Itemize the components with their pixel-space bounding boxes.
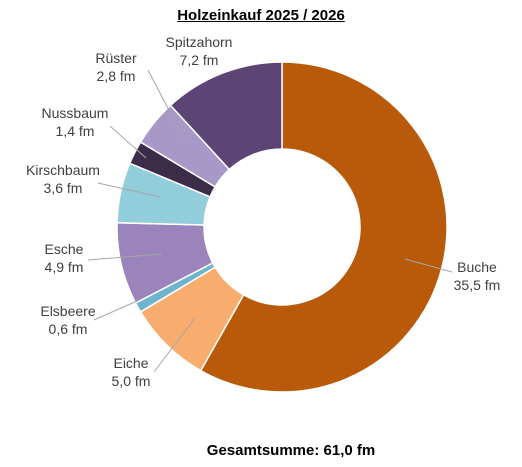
leader-line-nussbaum [109,125,147,159]
leader-line-buche [404,258,453,273]
slice-label-spitzahorn: Spitzahorn [166,34,233,50]
slice-value-eiche: 5,0 fm [112,373,151,389]
slice-label-esche: Esche [45,241,84,257]
slice-value-spitzahorn: 7,2 fm [180,52,219,68]
slice-value-nussbaum: 1,4 fm [56,123,95,139]
total-sum: Gesamtsumme: 61,0 fm [206,442,376,459]
slice-label-buche: Buche [457,259,497,275]
slice-spitzahorn [169,61,283,171]
slice-value-elsbeere: 0,6 fm [49,321,88,337]
leader-line-esche [87,253,163,261]
slice-value-ruster: 2,8 fm [97,68,136,84]
slice-value-kirschbaum: 3,6 fm [44,180,83,196]
leader-line-elsbeere [93,300,138,321]
slice-label-elsbeere: Elsbeere [40,303,95,319]
slice-label-eiche: Eiche [113,355,148,371]
slice-value-esche: 4,9 fm [45,259,84,275]
slice-buche [199,61,448,393]
slice-label-kirschbaum: Kirschbaum [26,162,100,178]
slice-value-buche: 35,5 fm [454,277,501,293]
slice-label-nussbaum: Nussbaum [42,105,109,121]
leader-line-ruster [147,69,186,142]
leader-line-eiche [153,317,196,373]
slice-label-ruster: Rüster [95,50,137,66]
leader-line-kirschbaum [97,182,161,198]
chart-title: Holzeinkauf 2025 / 2026 [177,7,345,24]
